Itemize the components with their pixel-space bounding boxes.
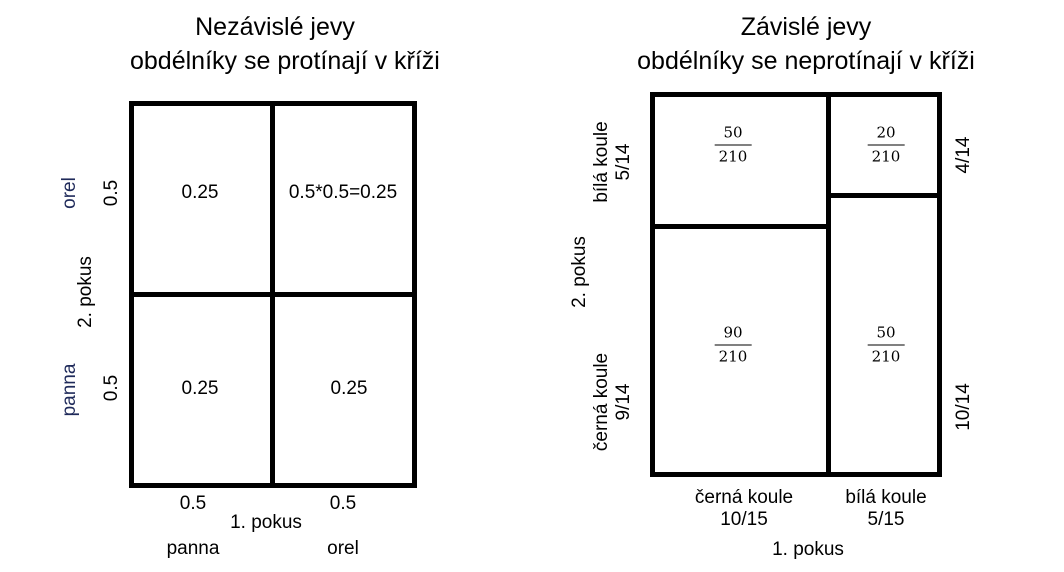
right-x-axis-label: 1. pokus (772, 539, 844, 560)
left-title-line2: obdélníky se protínají v kříži (130, 47, 440, 75)
left-x-right-outcome: orel (327, 538, 359, 559)
right-right-row-divider (826, 193, 942, 198)
right-left-row-divider (650, 224, 831, 229)
fraction-denominator: 210 (871, 347, 901, 366)
right-frame-top (650, 92, 942, 97)
right-cell-left-top: 50 210 (714, 124, 752, 167)
right-x-right-outcome: bílá koule (845, 487, 927, 508)
right-x-right-group: bílá koule 5/15 (845, 487, 926, 531)
left-cell-top-left: 0.25 (181, 182, 219, 203)
left-x-left-outcome: panna (166, 538, 220, 559)
right-cell-right-bottom: 50 210 (867, 324, 905, 367)
left-grid-left (129, 101, 134, 488)
right-title-line2: obdélníky se neprotínají v kříži (637, 47, 975, 75)
right-column-divider (826, 92, 831, 477)
right-y-upper-prob: 5/14 (613, 143, 634, 181)
right-y-right-top-prob: 4/14 (953, 136, 974, 174)
right-x-right-prob: 5/15 (867, 509, 905, 530)
right-y-upper-outcome: bílá koule (591, 121, 612, 203)
fraction-denominator: 210 (718, 347, 748, 366)
right-y-lower-prob: 9/14 (613, 383, 634, 421)
right-y-upper-group: bílá koule 5/14 (591, 121, 635, 202)
right-y-lower-group: černá koule 9/14 (591, 353, 635, 451)
left-cell-top-right: 0.5*0.5=0.25 (288, 182, 398, 203)
right-y-lower-outcome: černá koule (591, 352, 612, 452)
right-frame-right (937, 92, 942, 477)
right-frame-left (650, 92, 655, 477)
left-y-bottom-outcome: panna (59, 363, 80, 417)
left-grid-right (412, 101, 417, 488)
fraction-numerator: 50 (867, 324, 905, 346)
left-y-top-outcome: orel (59, 177, 80, 209)
right-title-line1: Závislé jevy (740, 13, 872, 41)
right-x-left-group: černá koule 10/15 (695, 487, 793, 531)
fraction-numerator: 90 (714, 324, 752, 346)
right-x-left-prob: 10/15 (720, 509, 768, 530)
right-cell-right-top: 20 210 (867, 124, 905, 167)
right-title: Závislé jevy obdélníky se neprotínají v … (620, 10, 992, 78)
left-grid-center (270, 101, 275, 488)
fraction-denominator: 210 (718, 147, 748, 166)
right-y-right-bottom-prob: 10/14 (953, 383, 974, 431)
left-y-bottom-prob: 0.5 (101, 374, 122, 402)
left-y-axis-label: 2. pokus (75, 256, 96, 328)
fraction-numerator: 20 (867, 124, 905, 146)
right-x-left-outcome: černá koule (694, 487, 794, 508)
fraction-denominator: 210 (871, 147, 901, 166)
right-y-axis-label: 2. pokus (569, 236, 590, 308)
left-title-line1: Nezávislé jevy (195, 13, 355, 41)
left-cell-bottom-left: 0.25 (181, 378, 219, 399)
left-cell-bottom-right: 0.25 (330, 378, 368, 399)
right-frame-bottom (650, 472, 942, 477)
left-x-right-prob: 0.5 (329, 493, 357, 514)
left-x-left-prob: 0.5 (179, 493, 207, 514)
left-y-top-prob: 0.5 (101, 179, 122, 207)
fraction-numerator: 50 (714, 124, 752, 146)
right-cell-left-bottom: 90 210 (714, 324, 752, 367)
left-title: Nezávislé jevy obdélníky se protínají v … (130, 10, 440, 78)
left-x-axis-label: 1. pokus (230, 512, 302, 533)
